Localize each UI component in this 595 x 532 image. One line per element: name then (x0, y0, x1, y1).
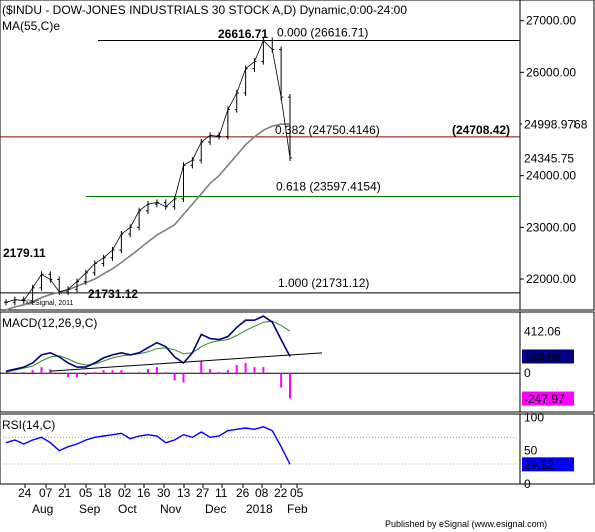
rsi-tick-label: 100 (524, 410, 544, 424)
ma-last-label-bg (522, 117, 574, 132)
x-month-label: Sep (79, 502, 101, 516)
fib-label: 1.000 (21731.12) (278, 276, 369, 290)
panel-frame (0, 413, 595, 485)
macd-histogram-last-label-bg (522, 391, 574, 406)
x-tick-label: 13 (177, 486, 191, 500)
macd-panel: 0 412.06 164.08 -247.97 (0, 311, 595, 413)
macd-signal-line (5, 320, 291, 373)
x-tick-label: 11 (215, 486, 228, 500)
x-tick-label: 22 (274, 486, 288, 500)
x-tick-label: 21 (58, 486, 72, 500)
macd-trendline (50, 352, 323, 372)
fib-label: 0.382 (24750.4146) (275, 123, 380, 137)
annotation-low: 21731.12 (88, 287, 138, 301)
macd-last-label: 164.08 (524, 350, 561, 364)
x-month-label: Nov (160, 502, 181, 516)
y-tick-label: 24000.00 (526, 169, 576, 183)
x-tick-label: 16 (137, 486, 151, 500)
y-tick-label: 22000.00 (526, 272, 576, 286)
fib-label: 0.618 (23597.4154) (276, 179, 381, 193)
macd-signal-last-label-bg (522, 324, 574, 339)
x-month-label: Oct (118, 502, 137, 516)
price-last-label: 24345.75 (524, 151, 574, 165)
footer-published: Published by eSignal (www.esignal.com) (385, 519, 547, 529)
rsi-tick-label: 50 (524, 444, 538, 458)
x-tick-label: 02 (118, 486, 132, 500)
x-tick-label: 05 (290, 486, 304, 500)
chart-title: ($INDU - DOW-JONES INDUSTRIALS 30 STOCK … (2, 3, 407, 17)
ma-label: MA(55,C)e (2, 19, 60, 33)
rsi-panel: 0 50 100 29.52 (0, 410, 595, 491)
y-tick-label: 26000.00 (526, 65, 576, 79)
macd-signal-last-label: 412.06 (524, 325, 561, 339)
rsi-label: RSI(14,C) (2, 418, 55, 432)
annotation-level: (24708.42) (452, 123, 510, 137)
macd-histogram-last-label: -247.97 (524, 392, 565, 406)
y-tick-label: 23000.00 (526, 220, 576, 234)
x-month-label: Aug (32, 502, 53, 516)
macd-label: MACD(12,26,9,C) (2, 316, 97, 330)
rsi-line (5, 425, 291, 465)
x-tick-label: 26 (236, 486, 250, 500)
fib-label: 0.000 (26616.71) (277, 25, 368, 39)
rsi-last-label-bg (522, 457, 574, 472)
x-tick-label: 24 (18, 486, 32, 500)
rsi-tick-label: 0 (524, 477, 531, 491)
ma-line (5, 123, 290, 311)
panel-frame (0, 311, 595, 413)
x-tick-label: 08 (255, 486, 269, 500)
x-month-label: 2018 (246, 502, 273, 516)
macd-last-label-bg (522, 349, 574, 364)
y-tick-label: 27000.00 (526, 14, 576, 28)
x-tick-label: 30 (157, 486, 171, 500)
ma-last-label: 24998.9768 (524, 118, 588, 132)
x-month-label: Feb (287, 502, 308, 516)
x-tick-label: 18 (98, 486, 112, 500)
x-month-label: Dec (205, 502, 226, 516)
annotation-high: 26616.71 (218, 27, 268, 41)
watermark: ©eSignal, 2011 (26, 299, 74, 307)
macd-line (5, 315, 291, 372)
price-panel: 22000.0023000.0024000.0025000.0026000.00… (0, 0, 595, 311)
annotation-left: 2179.11 (3, 246, 46, 260)
panel-frame (0, 0, 595, 311)
macd-zero-label: 0 (524, 366, 531, 380)
price-line (5, 39, 291, 303)
x-tick-label: 27 (196, 486, 210, 500)
x-tick-label: 05 (79, 486, 93, 500)
price-last-label-bg (522, 150, 574, 165)
x-tick-label: 07 (39, 486, 53, 500)
rsi-last-label: 29.52 (524, 458, 554, 472)
